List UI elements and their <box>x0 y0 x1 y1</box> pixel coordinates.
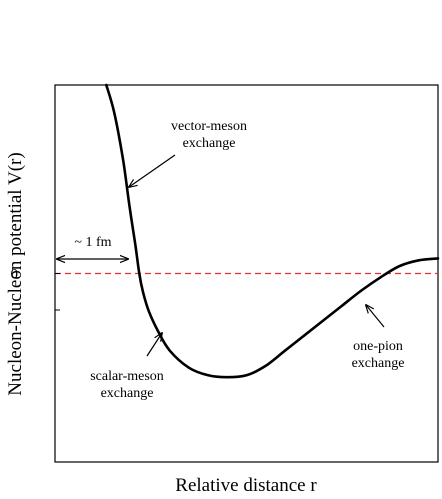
scalar-meson-label-line2: exchange <box>101 386 154 401</box>
x-axis-label: Relative distance r <box>175 475 317 496</box>
one-pion-arrow <box>366 305 385 328</box>
vector-meson-arrow <box>129 154 176 187</box>
y-axis-label: Nucleon-Nucleon potential V(r) <box>5 152 26 395</box>
vector-meson-label-line1: vector-meson <box>171 119 247 134</box>
vector-meson-label-line2: exchange <box>183 136 236 151</box>
range-label: ~ 1 fm <box>74 235 111 250</box>
scalar-meson-label-line1: scalar-meson <box>90 369 164 384</box>
one-pion-label-line1: one-pion <box>353 339 403 354</box>
scalar-meson-arrow <box>146 333 162 357</box>
potential-curve <box>105 83 440 379</box>
y-tick-label-zero: 0 <box>11 267 19 283</box>
one-pion-label-line2: exchange <box>352 356 405 371</box>
